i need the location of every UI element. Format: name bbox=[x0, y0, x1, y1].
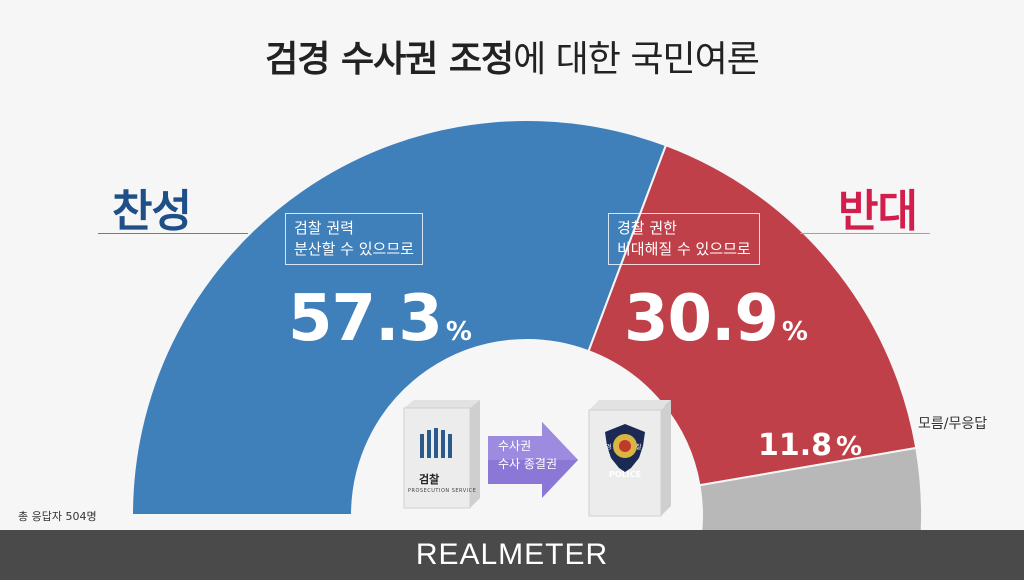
slice-for bbox=[130, 119, 668, 516]
unknown-percent-unit: % bbox=[836, 432, 863, 462]
unknown-percent: 11.8% bbox=[758, 428, 862, 463]
arrow-text: 수사권 수사 종결권 bbox=[498, 437, 557, 473]
unknown-label: 모름/무응답 bbox=[918, 416, 988, 432]
title-rest: 에 대한 국민여론 bbox=[513, 39, 760, 80]
against-leader-line bbox=[800, 233, 930, 234]
against-percent-unit: % bbox=[781, 317, 808, 347]
arrow-line2: 수사 종결권 bbox=[498, 457, 558, 471]
for-reason-box: 검찰 권력 분산할 수 있으므로 bbox=[285, 213, 423, 265]
against-percent: 30.9% bbox=[624, 282, 808, 356]
for-value-label: 57.3 bbox=[288, 282, 443, 356]
chart-title: 검경 수사권 조정에 대한 국민여론 bbox=[0, 30, 1024, 82]
against-value-label: 30.9 bbox=[624, 282, 779, 356]
against-reason-line1: 경찰 권한 bbox=[617, 219, 677, 237]
unknown-value-label: 11.8 bbox=[758, 428, 833, 463]
for-label: 찬성 bbox=[112, 186, 192, 237]
for-percent: 57.3% bbox=[288, 282, 472, 356]
footer-bar: REALMETER bbox=[0, 530, 1024, 580]
police-badge-icon bbox=[605, 424, 645, 472]
prosecution-sub-label: PROSECUTION SERVICE bbox=[408, 488, 477, 494]
prosecution-logo-icon bbox=[420, 428, 452, 458]
for-leader-line bbox=[98, 233, 248, 234]
against-label: 반대 bbox=[838, 186, 918, 237]
prosecution-box bbox=[403, 400, 480, 509]
for-reason-line2: 분산할 수 있으므로 bbox=[294, 240, 414, 258]
police-label: POLICE bbox=[609, 470, 642, 479]
police-badge-right: 찰 bbox=[636, 444, 642, 451]
for-reason-line1: 검찰 권력 bbox=[294, 219, 354, 237]
police-badge-left: 경 bbox=[606, 444, 612, 451]
against-reason-box: 경찰 권한 비대해질 수 있으므로 bbox=[608, 213, 760, 265]
sample-note: 총 응답자 504명 bbox=[18, 510, 97, 523]
arrow-icon bbox=[488, 422, 578, 498]
for-percent-unit: % bbox=[445, 317, 472, 347]
title-bold: 검경 수사권 조정 bbox=[265, 39, 514, 80]
police-box bbox=[588, 400, 671, 517]
prosecution-label: 검찰 bbox=[419, 473, 440, 486]
brand-logo: REALMETER bbox=[415, 538, 609, 571]
against-reason-line2: 비대해질 수 있으므로 bbox=[617, 240, 751, 258]
arrow-line1: 수사권 bbox=[498, 439, 532, 453]
